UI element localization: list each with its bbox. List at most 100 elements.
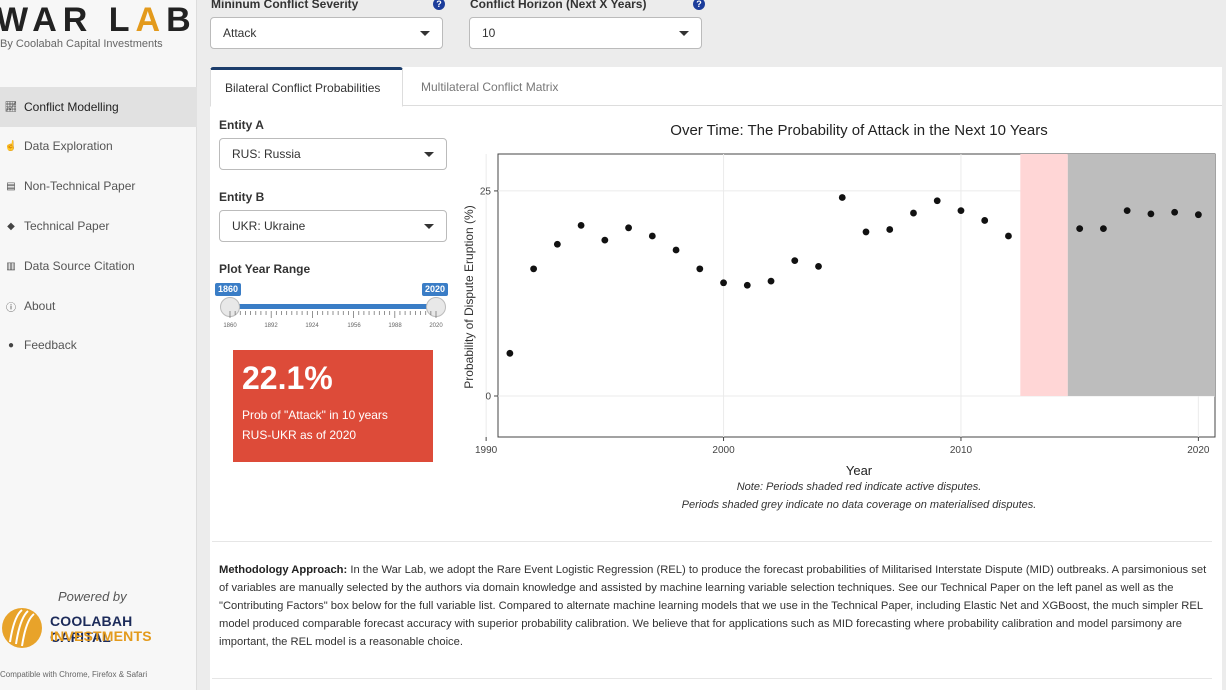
chart-note-line1: Note: Periods shaded red indicate active…: [737, 481, 982, 493]
sidebar-item-label: Feedback: [24, 338, 77, 352]
divider: [212, 541, 1212, 542]
chart-note-line2: Periods shaded grey indicate no data cov…: [682, 499, 1037, 511]
x-axis-label: Year: [846, 463, 873, 478]
data-point: [815, 262, 822, 270]
year-range-slider[interactable]: 1860 2020 1860 1892 1924 1956 1988 2020: [215, 283, 449, 333]
range-tick-label: 1956: [347, 323, 361, 329]
data-point: [672, 246, 680, 254]
data-point: [933, 197, 941, 205]
chevron-down-icon: [679, 30, 689, 36]
data-point: [1076, 225, 1084, 233]
x-tick-label: 2020: [1187, 445, 1210, 456]
entity-a-label: Entity A: [219, 118, 264, 132]
probability-caption-line1: Prob of "Attack" in 10 years: [242, 408, 388, 422]
book-icon: ▤: [6, 180, 16, 192]
data-point: [743, 281, 751, 289]
data-point: [696, 265, 704, 273]
entity-a-select[interactable]: RUS: Russia: [219, 138, 447, 170]
tab-multilateral[interactable]: Multilateral Conflict Matrix: [421, 80, 559, 94]
sidebar-item-label: Non-Technical Paper: [24, 179, 136, 193]
range-tick-label: 1924: [305, 323, 319, 329]
probability-value-box: 22.1% Prob of "Attack" in 10 years RUS-U…: [233, 350, 433, 462]
data-point: [1005, 232, 1012, 240]
data-point: [577, 221, 585, 229]
data-point: [625, 224, 632, 232]
x-tick-label: 2010: [950, 445, 973, 456]
range-tick-label: 1860: [223, 323, 237, 329]
chevron-down-icon: [420, 30, 430, 36]
sidebar-item-conflict-modelling[interactable]: 📈︎ Conflict Modelling: [0, 87, 197, 127]
plot-year-range-label: Plot Year Range: [219, 262, 311, 276]
divider: [212, 678, 1212, 679]
slider-ticks: [229, 311, 437, 318]
data-point: [530, 265, 538, 273]
methodology-heading: Methodology Approach:: [219, 564, 348, 576]
severity-help-icon[interactable]: ?: [433, 0, 445, 10]
tab-bar: Bilateral Conflict Probabilities Multila…: [210, 67, 1222, 107]
y-axis-label: Probability of Dispute Eruption (%): [462, 205, 476, 388]
methodology-text: Methodology Approach: In the War Lab, we…: [219, 561, 1211, 651]
horizon-label: Conflict Horizon (Next X Years): [470, 0, 647, 11]
company-name-line1: COOLABAH CAPITAL: [50, 613, 133, 645]
sidebar-item-label: About: [24, 299, 56, 313]
tab-bilateral[interactable]: Bilateral Conflict Probabilities: [210, 67, 403, 107]
data-point: [1147, 210, 1155, 218]
sidebar-item-label: Data Source Citation: [24, 259, 135, 273]
slider-track: [229, 304, 437, 309]
data-point: [862, 228, 870, 236]
data-point: [886, 226, 894, 233]
powered-by-label: Powered by: [58, 589, 127, 604]
app-logo-title: WAR LAB: [0, 1, 197, 39]
data-point: [791, 257, 799, 265]
coolabah-logo-icon: [2, 608, 42, 648]
data-point: [767, 277, 775, 285]
sidebar-item-data-exploration[interactable]: ☝ Data Exploration: [0, 126, 197, 166]
range-tick-label: 2020: [429, 323, 443, 329]
comment-icon: ●: [7, 339, 15, 351]
sidebar-item-label: Technical Paper: [24, 219, 110, 233]
range-max-bubble: 2020: [422, 283, 449, 296]
chevron-down-icon: [424, 223, 434, 229]
sidebar-item-data-source-citation[interactable]: ▥ Data Source Citation: [0, 246, 197, 286]
hand-pointer-icon: ☝: [4, 140, 18, 152]
probability-value: 22.1%: [242, 360, 333, 396]
data-point: [1100, 225, 1107, 233]
methodology-body: In the War Lab, we adopt the Rare Event …: [219, 564, 1207, 648]
probability-caption-line2: RUS-UKR as of 2020: [242, 428, 357, 442]
y-tick-label: 25: [480, 186, 492, 197]
entity-b-select[interactable]: UKR: Ukraine: [219, 210, 447, 242]
line-chart-icon: 📈︎: [4, 101, 18, 113]
horizon-select[interactable]: 10: [469, 17, 702, 49]
horizon-help-icon[interactable]: ?: [693, 0, 705, 10]
entity-b-label: Entity B: [219, 190, 265, 204]
app-logo-subtitle: By Coolabah Capital Investments: [0, 38, 163, 50]
sidebar-item-non-technical-paper[interactable]: ▤ Non-Technical Paper: [0, 166, 197, 206]
y-tick-label: 0: [485, 391, 491, 402]
data-point: [981, 217, 989, 224]
data-point: [910, 209, 917, 217]
severity-select-value: Attack: [223, 26, 257, 40]
sidebar: WAR LAB By Coolabah Capital Investments …: [0, 0, 197, 690]
company-name-line2: INVESTMENTS: [50, 628, 152, 644]
data-point: [1123, 207, 1131, 214]
range-min-bubble: 1860: [215, 283, 242, 296]
probability-chart: Over Time: The Probability of Attack in …: [462, 122, 1216, 511]
shaded-region-1: [1067, 154, 1215, 396]
data-point: [1171, 208, 1179, 216]
severity-select[interactable]: Attack: [210, 17, 443, 49]
info-icon: ⓘ: [6, 302, 16, 314]
sidebar-item-about[interactable]: ⓘ About: [0, 286, 197, 326]
entity-a-value: RUS: Russia: [232, 147, 301, 161]
data-point: [720, 279, 727, 287]
range-tick-label: 1892: [264, 323, 278, 329]
data-point: [957, 207, 965, 214]
sidebar-item-technical-paper[interactable]: ◆ Technical Paper: [0, 206, 197, 246]
data-point: [1194, 211, 1202, 219]
data-point: [601, 236, 609, 244]
x-tick-label: 1990: [475, 445, 498, 456]
severity-label: Mininum Conflict Severity: [211, 0, 359, 11]
sidebar-item-label: Data Exploration: [24, 139, 113, 153]
sidebar-item-feedback[interactable]: ● Feedback: [0, 325, 197, 365]
chart-title: Over Time: The Probability of Attack in …: [670, 122, 1047, 139]
graduation-cap-icon: ◆: [7, 220, 15, 232]
